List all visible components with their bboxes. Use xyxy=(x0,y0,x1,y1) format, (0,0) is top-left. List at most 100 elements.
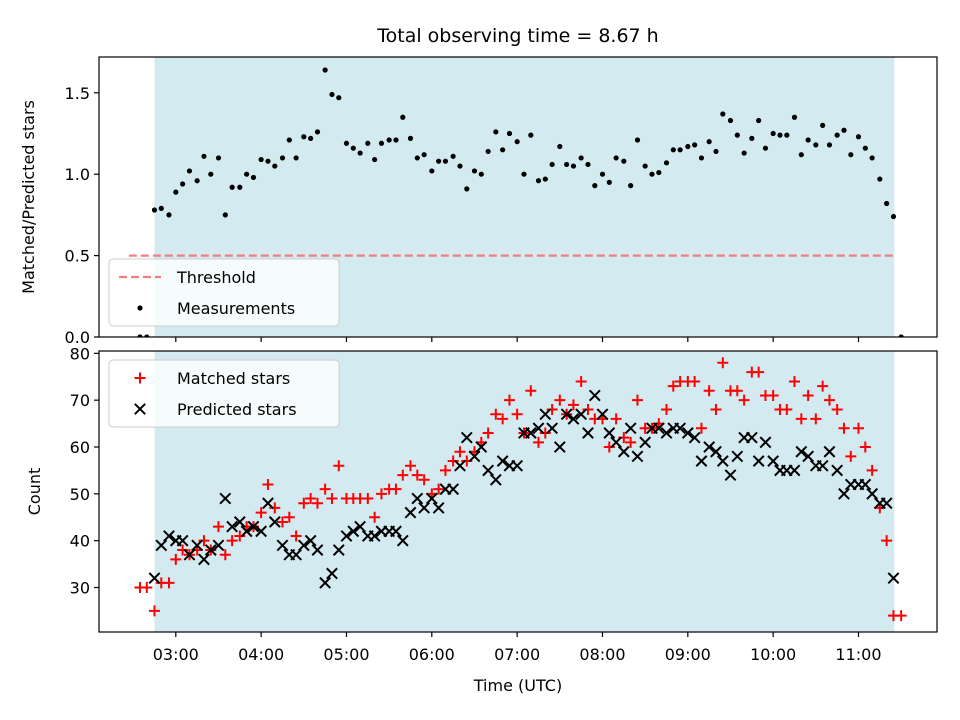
data-point xyxy=(667,380,679,392)
data-point xyxy=(407,135,414,141)
x-tick-label: 09:00 xyxy=(665,645,711,664)
data-point xyxy=(347,525,360,538)
data-point xyxy=(276,516,288,528)
x-tick-label: 05:00 xyxy=(323,645,369,664)
data-point xyxy=(215,155,222,161)
data-point xyxy=(272,163,278,169)
ratio-panel: 0.0 0.5 1.0 1.5 Matched/Predicted stars Thres… xyxy=(19,56,938,347)
data-point xyxy=(749,135,755,141)
data-point xyxy=(848,152,854,158)
data-point xyxy=(301,134,307,140)
data-point xyxy=(454,459,466,472)
y-axis-label: Matched/Predicted stars xyxy=(19,100,38,294)
x-tick-label: 03:00 xyxy=(153,645,199,664)
data-point xyxy=(471,168,478,174)
data-point xyxy=(269,502,281,514)
data-point xyxy=(173,189,179,195)
data-point xyxy=(617,445,630,458)
data-point xyxy=(311,497,323,509)
data-point xyxy=(881,535,893,547)
y-tick-label: 0.0 xyxy=(65,328,90,347)
data-point xyxy=(810,413,822,425)
data-point xyxy=(447,455,459,467)
data-point xyxy=(262,497,274,510)
data-point xyxy=(805,137,811,143)
data-point xyxy=(688,431,701,444)
data-point xyxy=(503,394,515,406)
data-point xyxy=(677,147,683,153)
data-point xyxy=(305,493,317,505)
data-point xyxy=(859,478,872,491)
data-point xyxy=(674,422,687,435)
x-tick-label: 10:00 xyxy=(750,645,796,664)
plot-area xyxy=(134,351,907,632)
legend: Threshold Measurements xyxy=(108,258,340,327)
data-point xyxy=(570,163,577,169)
y-tick-label: 1.5 xyxy=(65,84,90,103)
legend-label: Matched stars xyxy=(177,369,290,388)
data-point xyxy=(229,184,235,190)
data-point xyxy=(418,501,431,514)
data-point xyxy=(404,506,417,519)
data-point xyxy=(724,469,737,482)
data-point xyxy=(497,413,509,425)
data-point xyxy=(532,436,544,448)
data-point xyxy=(268,516,281,528)
data-point xyxy=(319,576,332,589)
data-point xyxy=(237,184,243,190)
data-point xyxy=(567,413,580,425)
data-point xyxy=(795,445,808,458)
data-point xyxy=(546,422,559,435)
legend-label: Measurements xyxy=(177,299,295,318)
data-point xyxy=(845,450,857,462)
data-point xyxy=(770,130,776,137)
data-point xyxy=(148,605,160,617)
data-point xyxy=(695,422,707,434)
data-point xyxy=(692,142,698,148)
data-point xyxy=(759,436,772,449)
data-point xyxy=(716,455,729,467)
data-point xyxy=(603,427,616,439)
data-point xyxy=(663,160,670,166)
data-point xyxy=(333,460,345,472)
data-point xyxy=(464,186,470,192)
data-point xyxy=(290,548,303,561)
data-point xyxy=(741,150,747,156)
data-point xyxy=(201,153,207,159)
data-point xyxy=(454,446,466,458)
data-point xyxy=(649,171,655,177)
data-point xyxy=(727,117,734,124)
data-point xyxy=(350,145,356,151)
data-point xyxy=(753,366,765,378)
data-point xyxy=(720,111,726,117)
x-tick-label: 11:00 xyxy=(835,645,881,664)
data-point xyxy=(582,427,594,439)
data-point xyxy=(308,135,314,141)
data-point xyxy=(599,171,606,177)
data-point xyxy=(549,161,555,168)
data-point xyxy=(393,137,399,143)
data-point xyxy=(521,171,527,177)
data-point xyxy=(212,521,224,533)
data-point xyxy=(631,450,644,463)
data-point xyxy=(354,520,367,533)
data-point xyxy=(429,168,435,174)
data-point xyxy=(866,487,879,500)
legend-marker xyxy=(134,403,146,415)
data-point xyxy=(436,158,442,164)
data-point xyxy=(862,145,868,151)
data-point xyxy=(177,544,189,556)
data-point xyxy=(553,441,566,453)
legend-marker xyxy=(134,372,146,384)
data-point xyxy=(823,394,835,406)
data-point xyxy=(710,404,722,416)
data-point xyxy=(158,205,164,211)
data-point xyxy=(421,152,427,158)
data-point xyxy=(890,213,897,220)
data-point xyxy=(625,436,637,448)
data-point xyxy=(695,455,708,467)
data-point xyxy=(482,427,494,439)
data-point xyxy=(293,155,299,161)
data-point xyxy=(852,422,864,434)
data-point xyxy=(144,334,150,337)
